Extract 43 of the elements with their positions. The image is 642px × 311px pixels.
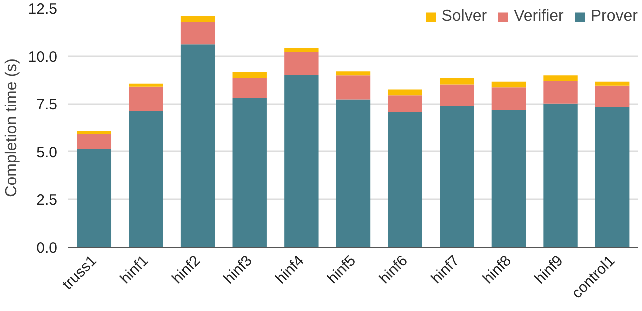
bar — [284, 52, 319, 76]
bar — [492, 88, 526, 110]
bar — [492, 110, 526, 248]
y-tick-label: 12.5 — [28, 1, 58, 18]
bar — [180, 44, 216, 248]
bar — [129, 111, 164, 248]
bar — [544, 76, 578, 82]
bar — [440, 106, 474, 248]
bar — [129, 86, 164, 112]
y-tick-label: 0.0 — [36, 240, 58, 257]
bar — [232, 72, 267, 78]
bar — [544, 81, 578, 104]
bar — [336, 72, 371, 76]
bar — [232, 98, 267, 248]
bar — [388, 96, 422, 112]
y-tick-label: 5.0 — [36, 144, 58, 162]
bar — [388, 90, 422, 96]
y-tick-label: 7.5 — [36, 96, 58, 114]
bar — [232, 78, 267, 99]
bar — [77, 149, 112, 248]
bar — [492, 82, 526, 88]
legend-label: Prover — [590, 8, 638, 26]
bar — [440, 84, 474, 106]
bar — [180, 16, 216, 22]
bar — [77, 131, 112, 134]
bar — [336, 76, 371, 100]
legend-label: Verifier — [514, 8, 564, 26]
y-tick-label: 2.5 — [36, 192, 58, 210]
bar — [595, 82, 630, 86]
bar — [595, 86, 630, 107]
bar — [544, 104, 578, 248]
legend-label: Solver — [442, 8, 488, 26]
bar — [595, 106, 630, 248]
bar — [129, 84, 164, 87]
y-axis-title: Completion time (s) — [3, 58, 20, 198]
bar — [440, 78, 474, 85]
bar — [284, 48, 319, 52]
bar — [336, 100, 371, 248]
bar — [180, 22, 216, 45]
y-tick-label: 10.0 — [28, 48, 58, 66]
bar — [284, 75, 319, 248]
bar — [388, 112, 422, 248]
bar — [77, 134, 112, 150]
